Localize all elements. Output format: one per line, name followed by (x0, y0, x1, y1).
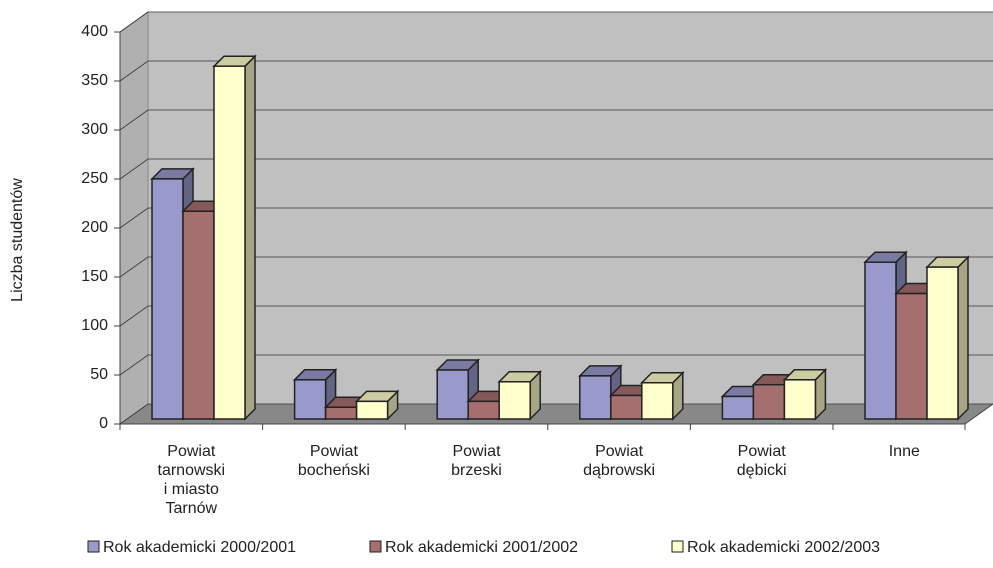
x-tick-label: Powiat brzeski (451, 443, 502, 479)
legend-label: Rok akademicki 2000/2001 (103, 539, 296, 556)
legend-swatch (87, 540, 100, 553)
y-tick-label: 400 (81, 23, 108, 40)
x-tick-label: Powiat bocheński (298, 443, 370, 479)
y-tick-label: 200 (81, 219, 108, 236)
bar-front (467, 400, 500, 420)
grid-line (119, 256, 993, 278)
y-tick-label: 150 (81, 268, 108, 285)
y-tick-label: 50 (90, 366, 108, 383)
bar-front (498, 381, 531, 420)
bar-front (783, 379, 817, 420)
bar-front (182, 210, 215, 420)
grid-line (119, 354, 993, 376)
y-tick-label: 350 (81, 72, 108, 89)
grid-line (119, 158, 993, 180)
y-tick-label: 250 (81, 170, 108, 187)
x-tick-label: Powiat tarnowski i miasto Tarnów (158, 443, 226, 517)
legend-swatch (369, 540, 382, 553)
grid-line (119, 109, 993, 131)
grid-line (119, 60, 993, 82)
bar-side (957, 255, 969, 421)
bar-front (721, 395, 755, 420)
legend-label: Rok akademicki 2002/2003 (687, 539, 880, 556)
floor-edge (964, 403, 993, 425)
bar-front (436, 369, 469, 420)
back-wall (120, 12, 993, 424)
bar-front (895, 292, 928, 420)
legend-label: Rok akademicki 2001/2002 (385, 539, 578, 556)
grid-line (119, 403, 993, 425)
y-tick-label: 300 (81, 121, 108, 138)
bar (639, 370, 685, 421)
x-tick-label: Powiat dębicki (737, 443, 787, 479)
bar (497, 369, 543, 421)
bar (354, 389, 400, 421)
bar-front (355, 400, 389, 420)
grid-line (119, 11, 993, 33)
x-tick-label: Inne (889, 443, 920, 460)
bar-front (641, 381, 674, 420)
bar-front (864, 261, 897, 420)
x-tick-label: Powiat dąbrowski (583, 443, 655, 479)
y-tick-label: 100 (81, 317, 108, 334)
bar (782, 367, 828, 421)
legend-swatch (671, 540, 684, 553)
bar-front (752, 383, 786, 420)
grid-line (119, 207, 993, 229)
grid-line (119, 305, 993, 327)
bar-front (293, 379, 327, 420)
y-tick-label: 0 (99, 415, 108, 432)
bar-front (926, 266, 959, 420)
bar-front (324, 406, 358, 420)
bar-front (610, 394, 643, 420)
y-axis-label: Liczba studentów (9, 178, 26, 302)
bar (212, 54, 257, 421)
bar-side (244, 54, 256, 421)
bar-front (579, 375, 612, 420)
bar-front (213, 65, 246, 420)
bar-front (151, 178, 184, 420)
bar (925, 255, 970, 421)
